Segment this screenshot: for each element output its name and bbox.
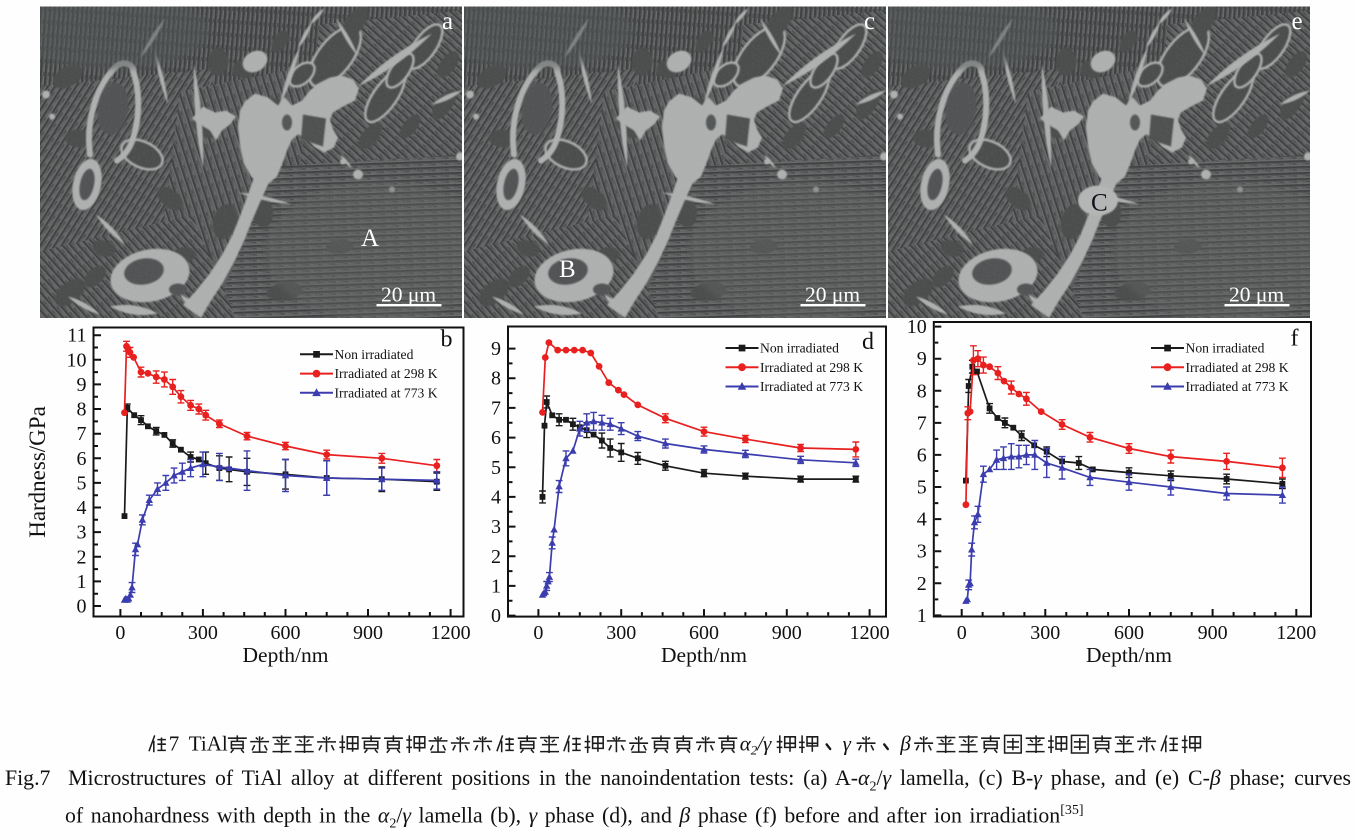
svg-text:a: a bbox=[442, 8, 453, 35]
svg-text:3: 3 bbox=[491, 516, 501, 538]
svg-text:900: 900 bbox=[353, 622, 383, 644]
svg-text:0: 0 bbox=[115, 622, 125, 644]
svg-text:2: 2 bbox=[77, 546, 87, 568]
svg-text:C: C bbox=[1091, 190, 1108, 217]
svg-text:Non irradiated: Non irradiated bbox=[335, 347, 414, 362]
svg-text:11: 11 bbox=[67, 325, 86, 347]
svg-text:7: 7 bbox=[491, 397, 501, 419]
svg-text:8: 8 bbox=[917, 380, 927, 402]
svg-text:Non irradiated: Non irradiated bbox=[760, 341, 839, 356]
svg-text:8: 8 bbox=[77, 399, 87, 421]
svg-text:Irradiated at 298 K: Irradiated at 298 K bbox=[1186, 360, 1289, 375]
svg-text:20 μm: 20 μm bbox=[381, 283, 436, 307]
svg-text:5: 5 bbox=[77, 472, 87, 494]
svg-text:900: 900 bbox=[772, 622, 802, 644]
svg-text:20 μm: 20 μm bbox=[1229, 283, 1284, 307]
svg-text:b: b bbox=[441, 327, 453, 353]
svg-text:1200: 1200 bbox=[1276, 622, 1316, 644]
svg-text:300: 300 bbox=[188, 622, 218, 644]
svg-text:3: 3 bbox=[917, 541, 927, 563]
svg-text:1200: 1200 bbox=[431, 622, 471, 644]
svg-text:7: 7 bbox=[77, 423, 87, 445]
svg-text:1: 1 bbox=[917, 605, 927, 627]
svg-text:Irradiated at 298 K: Irradiated at 298 K bbox=[760, 360, 863, 375]
svg-text:3: 3 bbox=[77, 522, 87, 544]
svg-text:0: 0 bbox=[491, 605, 501, 627]
svg-text:9: 9 bbox=[491, 338, 501, 360]
svg-text:Irradiated at 773 K: Irradiated at 773 K bbox=[760, 379, 863, 394]
svg-text:d: d bbox=[862, 329, 874, 355]
svg-text:9: 9 bbox=[917, 348, 927, 370]
svg-text:B: B bbox=[559, 256, 576, 283]
svg-text:6: 6 bbox=[917, 444, 927, 466]
svg-text:Depth/nm: Depth/nm bbox=[1086, 643, 1172, 667]
svg-text:9: 9 bbox=[77, 374, 87, 396]
svg-text:A: A bbox=[361, 225, 379, 252]
svg-text:5: 5 bbox=[491, 457, 501, 479]
svg-text:5: 5 bbox=[917, 477, 927, 499]
svg-text:0: 0 bbox=[957, 622, 967, 644]
svg-text:f: f bbox=[1291, 326, 1299, 352]
svg-text:10: 10 bbox=[907, 316, 927, 338]
svg-text:c: c bbox=[864, 8, 875, 35]
svg-text:7: 7 bbox=[917, 412, 927, 434]
svg-text:Irradiated at 298 K: Irradiated at 298 K bbox=[335, 366, 438, 381]
svg-text:1: 1 bbox=[77, 571, 87, 593]
svg-text:600: 600 bbox=[271, 622, 301, 644]
svg-text:20 μm: 20 μm bbox=[805, 283, 860, 307]
svg-text:4: 4 bbox=[77, 497, 87, 519]
svg-text:TiAl: TiAl bbox=[189, 731, 228, 755]
svg-text:0: 0 bbox=[77, 596, 87, 618]
svg-text:7: 7 bbox=[169, 731, 180, 755]
svg-text:6: 6 bbox=[77, 448, 87, 470]
svg-text:γ: γ bbox=[843, 731, 852, 755]
svg-text:10: 10 bbox=[67, 349, 87, 371]
svg-text:900: 900 bbox=[1198, 622, 1228, 644]
svg-text:Non irradiated: Non irradiated bbox=[1186, 341, 1265, 356]
svg-text:1200: 1200 bbox=[850, 622, 890, 644]
svg-text:β: β bbox=[899, 731, 911, 755]
svg-text:6: 6 bbox=[491, 427, 501, 449]
svg-text:600: 600 bbox=[689, 622, 719, 644]
svg-text:2: 2 bbox=[917, 573, 927, 595]
svg-text:4: 4 bbox=[917, 509, 927, 531]
svg-text:e: e bbox=[1292, 8, 1303, 35]
svg-text:2: 2 bbox=[491, 546, 501, 568]
svg-text:Depth/nm: Depth/nm bbox=[243, 643, 329, 667]
svg-text:Irradiated at 773 K: Irradiated at 773 K bbox=[335, 385, 438, 400]
svg-text:300: 300 bbox=[606, 622, 636, 644]
svg-text:Irradiated at 773 K: Irradiated at 773 K bbox=[1186, 379, 1289, 394]
svg-text:300: 300 bbox=[1030, 622, 1060, 644]
svg-text:600: 600 bbox=[1114, 622, 1144, 644]
svg-text:Hardness/GPa: Hardness/GPa bbox=[25, 406, 50, 538]
svg-text:1: 1 bbox=[491, 575, 501, 597]
svg-text:4: 4 bbox=[491, 486, 501, 508]
svg-text:8: 8 bbox=[491, 368, 501, 390]
svg-text:Depth/nm: Depth/nm bbox=[661, 643, 747, 667]
svg-text:0: 0 bbox=[533, 622, 543, 644]
